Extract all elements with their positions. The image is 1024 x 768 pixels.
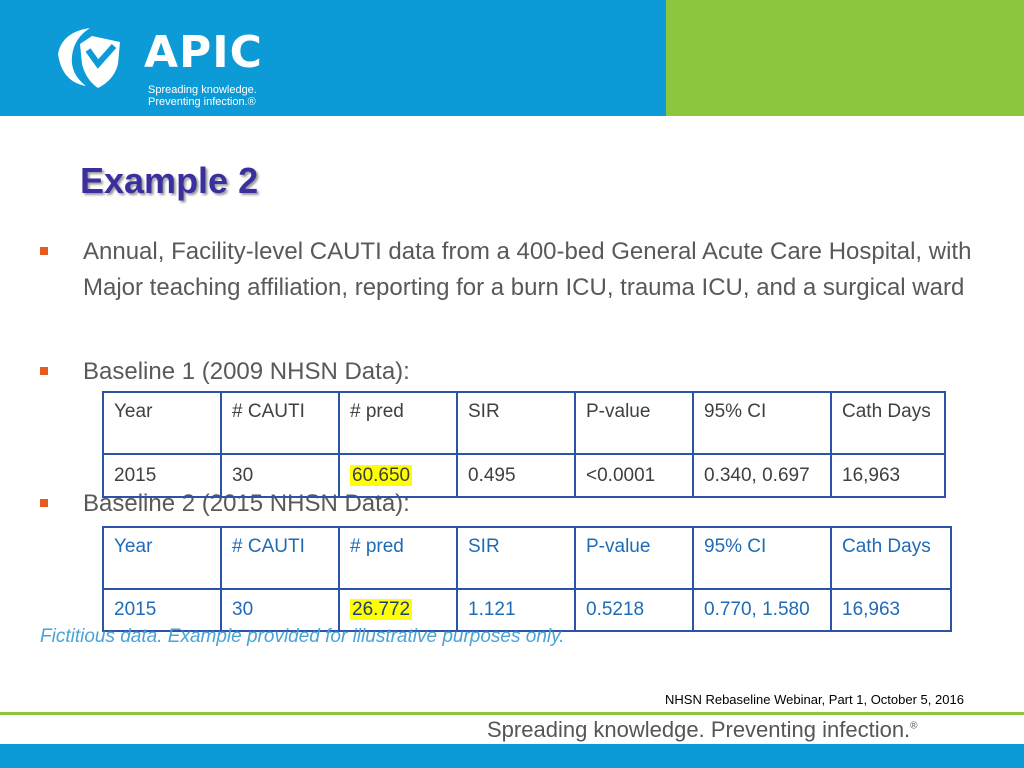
highlighted-value: 26.772: [350, 599, 413, 620]
citation-text: NHSN Rebaseline Webinar, Part 1, October…: [665, 692, 964, 707]
shield-logo-icon: [58, 28, 120, 88]
table-cell: 0.495: [456, 453, 576, 498]
registered-mark: ®: [910, 720, 918, 732]
logo-tagline: Spreading knowledge. Preventing infectio…: [148, 84, 257, 108]
table-cell: 1.121: [456, 588, 576, 632]
table-header-cell: P-value: [574, 526, 694, 590]
disclaimer-footnote: Fictitious data. Example provided for il…: [40, 626, 565, 647]
table-row: 2015 30 26.772 1.121 0.5218 0.770, 1.580…: [102, 588, 952, 632]
footer-blue-band: [0, 744, 1024, 768]
logo-tagline-line1: Spreading knowledge.: [148, 84, 257, 96]
table-header-cell: SIR: [456, 526, 576, 590]
bullet-square-icon: [40, 499, 48, 507]
baseline2-table: Year # CAUTI # pred SIR P-value 95% CI C…: [102, 526, 952, 632]
bullet-square-icon: [40, 247, 48, 255]
table-cell: 0.5218: [574, 588, 694, 632]
table-header-cell: Year: [102, 391, 222, 455]
highlighted-value: 60.650: [350, 464, 413, 486]
table-header-cell: SIR: [456, 391, 576, 455]
table-header-cell: 95% CI: [692, 526, 832, 590]
table-cell: 16,963: [830, 453, 946, 498]
table-header-cell: Cath Days: [830, 391, 946, 455]
table-cell: 16,963: [830, 588, 952, 632]
logo-tagline-line2: Preventing infection.®: [148, 96, 256, 108]
footer-divider: [0, 712, 1024, 715]
table-cell: 0.340, 0.697: [692, 453, 832, 498]
logo-wordmark: APIC: [144, 27, 263, 78]
apic-logo: APIC Spreading knowledge. Preventing inf…: [52, 22, 302, 112]
slide-title: Example 2: [80, 160, 259, 201]
table-cell-pred: 60.650: [338, 453, 458, 498]
bullet-text: Annual, Facility-level CAUTI data from a…: [83, 238, 972, 301]
baseline1-table: Year # CAUTI # pred SIR P-value 95% CI C…: [102, 391, 946, 498]
table-header-row: Year # CAUTI # pred SIR P-value 95% CI C…: [102, 391, 946, 455]
table-header-cell: Year: [102, 526, 222, 590]
table-header-cell: # pred: [338, 526, 458, 590]
footer-tagline-text: Spreading knowledge. Preventing infectio…: [487, 717, 911, 742]
table-cell: 30: [220, 588, 340, 632]
header-green-band: [666, 0, 1024, 116]
table-header-cell: P-value: [574, 391, 694, 455]
table-cell: <0.0001: [574, 453, 694, 498]
table-header-cell: # CAUTI: [220, 391, 340, 455]
table-header-cell: Cath Days: [830, 526, 952, 590]
table-cell: 2015: [102, 453, 222, 498]
table-row: 2015 30 60.650 0.495 <0.0001 0.340, 0.69…: [102, 453, 946, 498]
bullet-square-icon: [40, 367, 48, 375]
table-header-cell: # CAUTI: [220, 526, 340, 590]
table-header-row: Year # CAUTI # pred SIR P-value 95% CI C…: [102, 526, 952, 590]
table-header-cell: 95% CI: [692, 391, 832, 455]
table-cell: 2015: [102, 588, 222, 632]
table-cell: 0.770, 1.580: [692, 588, 832, 632]
footer-tagline: Spreading knowledge. Preventing infectio…: [487, 717, 918, 743]
table-cell: 30: [220, 453, 340, 498]
bullet-text: Baseline 1 (2009 NHSN Data):: [83, 358, 410, 385]
table-header-cell: # pred: [338, 391, 458, 455]
table-cell-pred: 26.772: [338, 588, 458, 632]
